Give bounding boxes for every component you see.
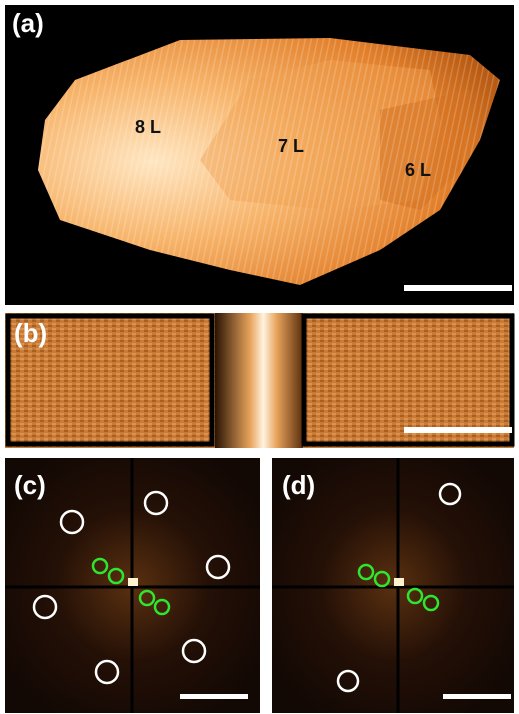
figure: (a) 8 L 7 L 6 L (b) — [0, 0, 519, 714]
scale-bar — [404, 285, 512, 291]
step-edge — [215, 313, 303, 448]
panel-b: (b) — [5, 313, 514, 448]
panel-label: (a) — [12, 8, 44, 38]
scale-bar — [180, 694, 248, 699]
panel-c: (c) — [5, 458, 260, 713]
center-peak — [394, 578, 404, 586]
layer-label: 6 L — [405, 160, 431, 180]
panel-d: (d) — [272, 458, 514, 713]
scale-bar — [404, 427, 512, 433]
panel-label: (d) — [282, 470, 315, 500]
layer-label: 7 L — [278, 136, 304, 156]
panel-a: (a) 8 L 7 L 6 L — [5, 5, 514, 305]
scale-bar — [443, 694, 511, 699]
panel-label: (b) — [14, 318, 47, 348]
layer-label: 8 L — [135, 117, 161, 137]
center-peak — [128, 578, 138, 586]
panel-label: (c) — [14, 470, 46, 500]
